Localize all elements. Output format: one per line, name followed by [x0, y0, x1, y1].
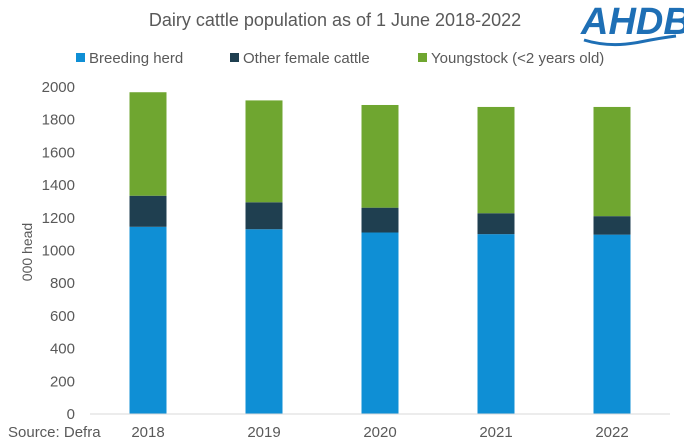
bar-segment-other-female-cattle-2022 [593, 216, 631, 235]
bar-segment-other-female-cattle-2021 [477, 213, 515, 235]
bar-segment-youngstock-2-years-old-2022 [593, 106, 631, 217]
x-tick-label: 2021 [479, 424, 512, 441]
y-tick-label: 400 [50, 341, 75, 358]
y-tick-label: 200 [50, 373, 75, 390]
bar-segment-breeding-herd-2018 [129, 226, 167, 414]
y-tick-label: 1800 [42, 112, 75, 129]
bars-group [129, 92, 631, 414]
ahdb-logo: AHDB [580, 1, 684, 47]
legend-swatch [418, 53, 427, 62]
y-tick-label: 600 [50, 308, 75, 325]
legend-label: Youngstock (<2 years old) [431, 50, 604, 67]
bar-segment-youngstock-2-years-old-2018 [129, 92, 167, 196]
chart-title: Dairy cattle population as of 1 June 201… [149, 10, 521, 30]
bar-segment-youngstock-2-years-old-2020 [361, 104, 399, 208]
x-tick-label: 2019 [247, 424, 280, 441]
x-tick-label: 2022 [595, 424, 628, 441]
x-tick-label: 2020 [363, 424, 396, 441]
source-note: Source: Defra [8, 424, 101, 441]
y-axis-ticks: 0 200 400 600 800 1000 1200 1400 1600 1800 2000 [42, 79, 75, 423]
legend-swatch [76, 53, 85, 62]
y-tick-label: 1000 [42, 243, 75, 260]
y-tick-label: 1600 [42, 144, 75, 161]
bar-segment-breeding-herd-2019 [245, 229, 283, 414]
bar-segment-youngstock-2-years-old-2019 [245, 100, 283, 203]
bar-segment-breeding-herd-2022 [593, 234, 631, 414]
logo-swoosh [583, 34, 677, 47]
y-tick-label: 1200 [42, 210, 75, 227]
chart-legend: Breeding herd Other female cattle Youngsto… [76, 50, 604, 67]
legend-label: Breeding herd [89, 50, 183, 67]
bar-segment-other-female-cattle-2020 [361, 207, 399, 233]
y-tick-label: 0 [67, 406, 75, 423]
bar-segment-breeding-herd-2021 [477, 234, 515, 414]
legend-label: Other female cattle [243, 50, 370, 67]
y-tick-label: 800 [50, 275, 75, 292]
bar-segment-breeding-herd-2020 [361, 232, 399, 414]
x-tick-label: 2018 [131, 424, 164, 441]
bar-segment-youngstock-2-years-old-2021 [477, 106, 515, 214]
y-axis-label: 000 head [19, 223, 35, 281]
y-tick-label: 2000 [42, 79, 75, 96]
x-axis-ticks: 2018 2019 2020 2021 2022 [131, 424, 628, 441]
legend-swatch [230, 53, 239, 62]
bar-segment-other-female-cattle-2019 [245, 202, 283, 230]
y-tick-label: 1400 [42, 177, 75, 194]
bar-segment-other-female-cattle-2018 [129, 195, 167, 227]
